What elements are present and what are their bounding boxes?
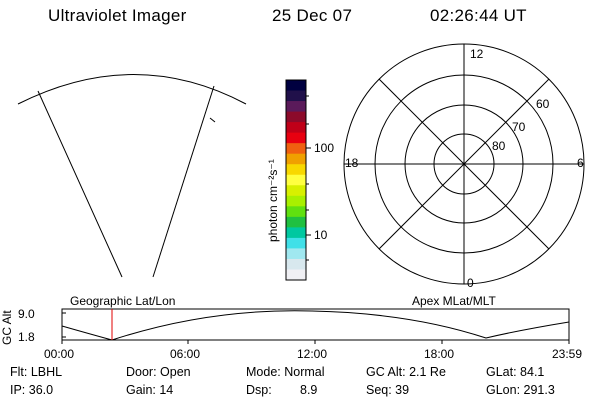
info-ip: IP: 36.0 bbox=[10, 383, 54, 397]
timeline-plot bbox=[61, 308, 570, 344]
colorbar-band bbox=[286, 80, 306, 92]
lat-label-80: 80 bbox=[492, 139, 506, 153]
diag-line-2 bbox=[378, 78, 550, 250]
info-flt: Flt: LBHL bbox=[10, 365, 63, 379]
time-label: 02:26:44 UT bbox=[430, 6, 527, 25]
timeline-y-max: 9.0 bbox=[18, 307, 35, 321]
info-gain: Gain: 14 bbox=[126, 383, 174, 397]
map-tick bbox=[209, 117, 216, 123]
info-seq: Seq: 39 bbox=[366, 383, 410, 397]
colorbar-band bbox=[286, 185, 306, 197]
colorbar-band bbox=[286, 195, 306, 207]
colorbar-band bbox=[286, 153, 306, 165]
x-tick-label-2359: 23:59 bbox=[552, 347, 583, 361]
mlt-label-18: 18 bbox=[345, 156, 359, 170]
colorbar-band bbox=[286, 269, 306, 281]
colorbar-band bbox=[286, 237, 306, 250]
instrument-title: Ultraviolet Imager bbox=[48, 6, 187, 25]
colorbar-band bbox=[286, 206, 306, 218]
x-tick-label-12: 12:00 bbox=[297, 347, 328, 361]
fov-left-edge bbox=[37, 90, 123, 278]
fov-right-edge bbox=[152, 85, 215, 278]
colorbar-band bbox=[286, 164, 306, 176]
mlt-label-0: 0 bbox=[467, 276, 474, 290]
info-mode: Mode: Normal bbox=[246, 365, 325, 379]
colorbar-band bbox=[286, 101, 306, 113]
timeline-y-title: GC Alt bbox=[0, 310, 14, 345]
colorbar-tick-10: 10 bbox=[314, 228, 328, 242]
x-tick-label-06: 06:00 bbox=[170, 347, 201, 361]
colorbar-tick-100: 100 bbox=[314, 141, 335, 155]
info-glat: GLat: 84.1 bbox=[486, 365, 545, 379]
colorbar-band bbox=[286, 122, 306, 134]
colorbar-band bbox=[286, 90, 306, 102]
timeline-right-title: Apex MLat/MLT bbox=[412, 294, 496, 308]
colorbar-band bbox=[286, 248, 306, 260]
colorbar-band bbox=[286, 143, 306, 155]
colorbar-band bbox=[286, 216, 306, 228]
info-gc-alt: GC Alt: 2.1 Re bbox=[366, 365, 446, 379]
colorbar-band bbox=[286, 227, 306, 239]
colorbar-band bbox=[286, 111, 306, 123]
mlt-label-12: 12 bbox=[470, 47, 484, 61]
colorbar-ticks bbox=[306, 95, 311, 261]
x-tick-label-18: 18:00 bbox=[424, 347, 455, 361]
colorbar-frame bbox=[285, 79, 307, 281]
timeline-frame bbox=[61, 308, 570, 341]
colorbar-band bbox=[286, 258, 306, 271]
timeline-left-title: Geographic Lat/Lon bbox=[70, 294, 176, 308]
info-glon: GLon: 291.3 bbox=[486, 383, 555, 397]
colorbar-unit-label: photon cm⁻²s⁻¹ bbox=[266, 159, 280, 242]
lat-label-70: 70 bbox=[512, 120, 526, 134]
colorbar-band bbox=[286, 174, 306, 186]
info-dsp-value: 8.9 bbox=[300, 383, 318, 397]
date-label: 25 Dec 07 bbox=[272, 6, 353, 25]
mlt-label-6: 6 bbox=[577, 156, 584, 170]
info-dsp-label: Dsp: bbox=[246, 383, 272, 397]
colorbar-band bbox=[286, 132, 306, 144]
geographic-map bbox=[17, 74, 247, 278]
x-tick-label-00: 00:00 bbox=[44, 347, 75, 361]
earth-limb-arc bbox=[17, 74, 247, 105]
info-door: Door: Open bbox=[126, 365, 191, 379]
lat-label-60: 60 bbox=[536, 97, 550, 111]
polar-grid bbox=[343, 43, 585, 285]
timeline-y-min: 1.8 bbox=[18, 330, 35, 344]
colorbar bbox=[286, 80, 306, 281]
